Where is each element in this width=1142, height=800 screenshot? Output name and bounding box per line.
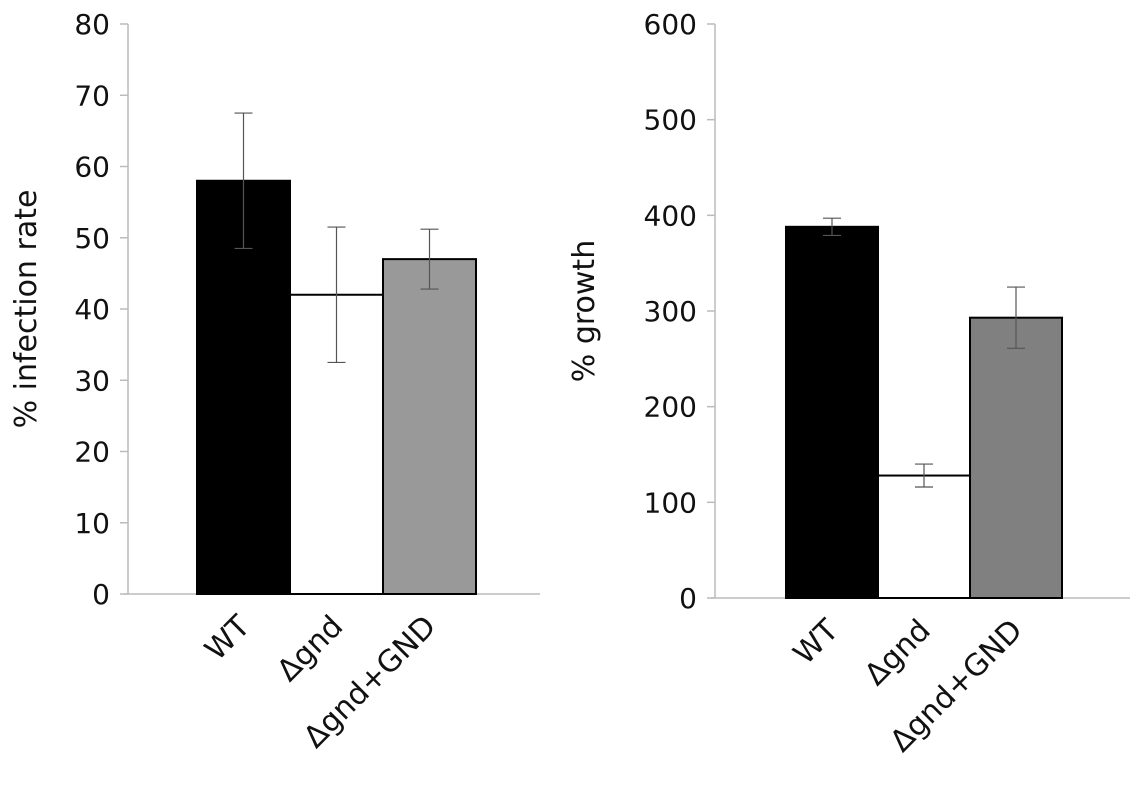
y-tick-label: 600 <box>644 8 697 41</box>
y-axis-title: % growth <box>567 240 602 382</box>
bar-1 <box>785 225 879 600</box>
y-tick-label: 20 <box>74 436 110 469</box>
y-tick-label: 0 <box>92 578 110 611</box>
y-tick-label: 30 <box>74 364 110 397</box>
y-tick-label: 400 <box>644 199 697 232</box>
y-tick-label: 100 <box>644 486 697 519</box>
y-tick-label: 70 <box>74 79 110 112</box>
y-axis-title: % infection rate <box>9 190 44 429</box>
category-label: Δgnd <box>271 609 351 689</box>
category-label: WT <box>787 612 846 671</box>
y-tick-label: 60 <box>74 151 110 184</box>
y-tick-label: 10 <box>74 507 110 540</box>
y-tick-label: 0 <box>679 582 697 615</box>
bar-2 <box>877 474 971 599</box>
y-tick-label: 50 <box>74 222 110 255</box>
y-tick-label: 200 <box>644 391 697 424</box>
bar-3 <box>969 316 1063 599</box>
category-label: Δgnd <box>858 613 938 693</box>
category-label: WT <box>198 608 257 667</box>
bar-1 <box>196 179 291 595</box>
y-tick-label: 80 <box>74 8 110 41</box>
y-tick-label: 40 <box>74 293 110 326</box>
y-tick-label: 500 <box>644 104 697 137</box>
y-tick-label: 300 <box>644 295 697 328</box>
bar-3 <box>382 258 477 595</box>
